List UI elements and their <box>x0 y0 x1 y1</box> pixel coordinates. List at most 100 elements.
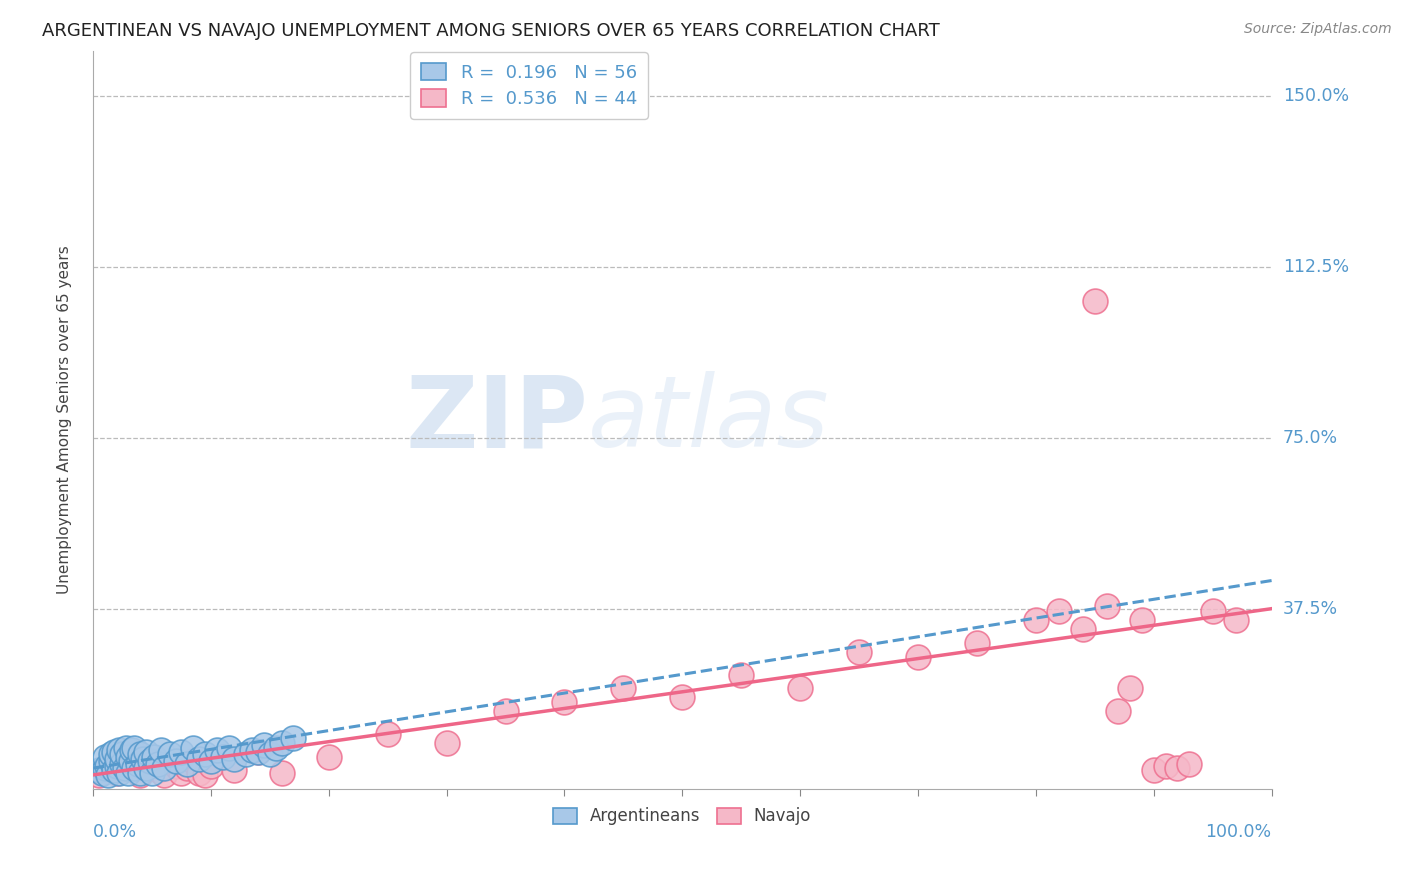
Text: 112.5%: 112.5% <box>1282 258 1348 276</box>
Point <box>135 745 157 759</box>
Point <box>165 759 187 773</box>
Point <box>205 743 228 757</box>
Point <box>117 765 139 780</box>
Point <box>176 756 198 771</box>
Point <box>264 740 287 755</box>
Point <box>200 754 222 768</box>
Point <box>188 752 211 766</box>
Point <box>103 745 125 759</box>
Point <box>131 752 153 766</box>
Point <box>730 667 752 681</box>
Point <box>94 749 117 764</box>
Point <box>91 765 114 780</box>
Text: 75.0%: 75.0% <box>1282 429 1339 447</box>
Point <box>247 745 270 759</box>
Point <box>1178 756 1201 771</box>
Point <box>120 754 142 768</box>
Point <box>94 761 117 775</box>
Text: 100.0%: 100.0% <box>1205 823 1271 841</box>
Text: ZIP: ZIP <box>405 371 588 468</box>
Point <box>966 636 988 650</box>
Point <box>170 765 193 780</box>
Point <box>211 749 233 764</box>
Point <box>1071 622 1094 636</box>
Point <box>87 768 110 782</box>
Point <box>138 754 160 768</box>
Text: 37.5%: 37.5% <box>1282 599 1339 617</box>
Point <box>218 740 240 755</box>
Legend: Argentineans, Navajo: Argentineans, Navajo <box>547 801 818 832</box>
Point <box>105 765 128 780</box>
Point <box>1225 613 1247 627</box>
Point <box>1119 681 1142 696</box>
Point <box>105 752 128 766</box>
Point <box>135 761 157 775</box>
Point <box>141 765 163 780</box>
Point <box>108 765 131 780</box>
Point <box>671 690 693 705</box>
Point <box>97 768 120 782</box>
Point <box>318 749 340 764</box>
Text: Source: ZipAtlas.com: Source: ZipAtlas.com <box>1244 22 1392 37</box>
Point <box>87 764 110 778</box>
Point <box>240 743 263 757</box>
Point <box>1107 704 1129 718</box>
Point <box>94 764 117 778</box>
Text: 150.0%: 150.0% <box>1282 87 1348 105</box>
Point <box>253 739 276 753</box>
Point <box>146 756 169 771</box>
Point <box>152 761 174 775</box>
Point <box>1201 604 1223 618</box>
Point <box>1154 759 1177 773</box>
Point <box>127 756 149 771</box>
Point <box>270 736 292 750</box>
Point <box>181 740 204 755</box>
Point <box>115 740 138 755</box>
Point <box>121 743 143 757</box>
Point <box>377 727 399 741</box>
Point <box>129 768 152 782</box>
Text: ARGENTINEAN VS NAVAJO UNEMPLOYMENT AMONG SENIORS OVER 65 YEARS CORRELATION CHART: ARGENTINEAN VS NAVAJO UNEMPLOYMENT AMONG… <box>42 22 941 40</box>
Point <box>247 745 270 759</box>
Point <box>188 765 211 780</box>
Point <box>612 681 634 696</box>
Point <box>1166 761 1188 775</box>
Point <box>789 681 811 696</box>
Point <box>1130 613 1153 627</box>
Point <box>194 768 217 782</box>
Point <box>159 747 181 762</box>
Point <box>111 747 134 762</box>
Text: atlas: atlas <box>588 371 830 468</box>
Point <box>259 747 281 762</box>
Point <box>105 759 128 773</box>
Point <box>224 752 246 766</box>
Point <box>146 764 169 778</box>
Point <box>194 747 217 762</box>
Point <box>848 645 870 659</box>
Point <box>235 747 257 762</box>
Point <box>129 747 152 762</box>
Point <box>1084 294 1107 309</box>
Text: 0.0%: 0.0% <box>93 823 138 841</box>
Point <box>150 743 173 757</box>
Point <box>100 747 122 762</box>
Point <box>170 745 193 759</box>
Y-axis label: Unemployment Among Seniors over 65 years: Unemployment Among Seniors over 65 years <box>58 245 72 594</box>
Point <box>96 759 118 773</box>
Point <box>152 768 174 782</box>
Point <box>436 736 458 750</box>
Point <box>103 764 125 778</box>
Point <box>117 759 139 773</box>
Point <box>224 764 246 778</box>
Point <box>907 649 929 664</box>
Point <box>111 756 134 771</box>
Point <box>114 761 136 775</box>
Point <box>176 761 198 775</box>
Point <box>135 754 157 768</box>
Point <box>100 754 122 768</box>
Point <box>553 695 575 709</box>
Point <box>495 704 517 718</box>
Point <box>129 765 152 780</box>
Point <box>1025 613 1047 627</box>
Point <box>165 754 187 768</box>
